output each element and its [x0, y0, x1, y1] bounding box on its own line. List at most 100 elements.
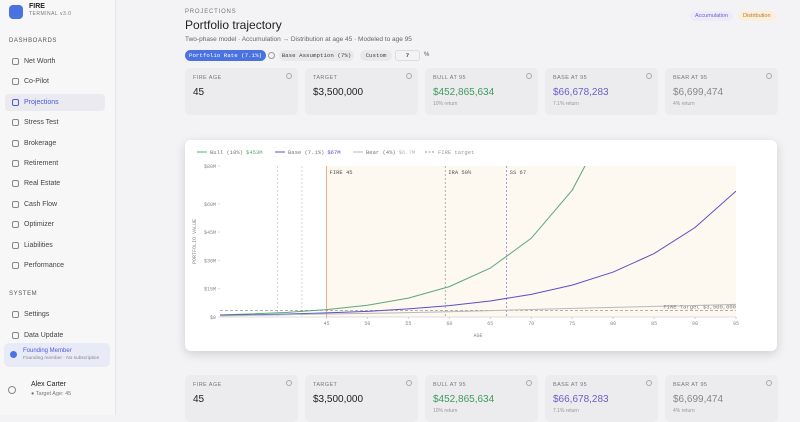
- section-title: SYSTEM: [9, 291, 38, 298]
- logo: [9, 5, 23, 19]
- button[interactable]: Custom: [360, 50, 392, 61]
- nav-item[interactable]: Co-Pilot: [5, 73, 105, 90]
- card-value: $452,865,634: [433, 87, 495, 98]
- x-tick-label: 90: [692, 321, 698, 327]
- info-icon: [766, 73, 772, 79]
- card-value: $3,500,000: [313, 87, 364, 98]
- card-label: BULL AT 95: [433, 382, 466, 388]
- marker-label: FIRE 45: [329, 169, 352, 176]
- marker-label: SS 67: [510, 169, 527, 176]
- info-icon: [526, 73, 532, 79]
- y-tick-label: $15M: [204, 287, 216, 293]
- x-tick-label: 85: [651, 321, 657, 327]
- info-icon: [646, 73, 652, 79]
- card-label: BASE AT 95: [553, 75, 588, 81]
- card-value: $6,699,474: [673, 87, 724, 98]
- user-icon: [8, 386, 16, 394]
- nav-item[interactable]: Retirement: [5, 155, 105, 172]
- x-tick-label: 55: [405, 321, 411, 327]
- y-tick-label: $80M: [204, 164, 216, 170]
- nav-icon: [12, 78, 19, 86]
- x-tick-label: 70: [528, 321, 534, 327]
- badge-icon: [10, 351, 17, 358]
- nav-item[interactable]: Real Estate: [5, 175, 105, 192]
- nav-item[interactable]: Settings: [5, 306, 105, 323]
- button[interactable]: Portfolio Rate (7.1%): [185, 50, 266, 61]
- nav-icon: [12, 58, 19, 65]
- info-icon: [286, 73, 292, 79]
- series-line: [220, 190, 736, 316]
- card-note: 10% return: [433, 101, 458, 107]
- card-label: TARGET: [313, 382, 338, 388]
- series-line: [220, 303, 736, 317]
- nav-icon: [12, 119, 19, 127]
- card-value: $6,699,474: [673, 394, 724, 405]
- card-label: TARGET: [313, 75, 338, 81]
- legend-name: Base (7.1%): [288, 149, 324, 156]
- user-name: Alex Carter: [31, 381, 67, 388]
- stat-card: TARGET $3,500,000: [305, 375, 418, 422]
- card-note: 4% return: [673, 101, 695, 107]
- sidebar: FIRE TERMINAL v3.0 DASHBOARDS Net Worth Co…: [0, 0, 116, 415]
- info-icon: [646, 380, 652, 386]
- nav-item[interactable]: Projections: [5, 93, 105, 111]
- info-icon: [406, 380, 412, 386]
- x-tick-label: 60: [446, 321, 452, 327]
- card-value: $66,678,283: [553, 87, 609, 98]
- badge: Accumulation: [690, 11, 734, 21]
- nav-item[interactable]: Data Update: [5, 327, 105, 344]
- membership-title: Founding Member: [23, 348, 72, 354]
- distribution-zone: [326, 166, 736, 317]
- card-value: 45: [193, 87, 205, 98]
- nav-item[interactable]: Liabilities: [5, 237, 105, 254]
- info-icon: [766, 380, 772, 386]
- stat-card: BEAR AT 95 $6,699,474 4% return: [665, 68, 778, 115]
- custom-input[interactable]: 7: [395, 50, 420, 61]
- card-label: BEAR AT 95: [673, 75, 708, 81]
- eyebrow: PROJECTIONS: [185, 9, 237, 15]
- legend-name: Bull (10%): [210, 149, 243, 156]
- nav-icon: [12, 221, 19, 229]
- brand: FIRE: [29, 3, 45, 10]
- nav-icon: [12, 180, 19, 188]
- stat-card: BASE AT 95 $66,678,283 7.1% return: [545, 68, 658, 115]
- card-label: BEAR AT 95: [673, 382, 708, 388]
- legend-name: FIRE target: [438, 149, 474, 156]
- card-value: $66,678,283: [553, 394, 609, 405]
- y-axis-label: PORTFOLIO VALUE: [192, 219, 198, 264]
- series-line: [220, 166, 586, 316]
- stat-card: BEAR AT 95 $6,699,474 4% return: [665, 375, 778, 422]
- nav-item[interactable]: Net Worth: [5, 53, 105, 70]
- stat-card: BASE AT 95 $66,678,283 7.1% return: [545, 375, 658, 422]
- card-label: BASE AT 95: [553, 382, 588, 388]
- membership: Founding Member Founding member · No sub…: [4, 343, 110, 367]
- card-note: 7.1% return: [553, 408, 579, 414]
- nav-item[interactable]: Optimizer: [5, 216, 105, 233]
- button[interactable]: Base Assumption (7%): [279, 50, 354, 61]
- card-value: $452,865,634: [433, 394, 495, 405]
- x-tick-label: 45: [323, 321, 329, 327]
- legend-name: Bear (4%): [366, 149, 396, 156]
- x-axis-label: AGE: [473, 333, 482, 339]
- nav-item[interactable]: Performance: [5, 257, 105, 274]
- info-icon: [286, 380, 292, 386]
- card-note: 4% return: [673, 408, 695, 414]
- user-detail-text: Target Age: 45: [35, 391, 72, 397]
- nav-item[interactable]: Brokerage: [5, 135, 105, 152]
- section-title: DASHBOARDS: [9, 38, 58, 44]
- legend-value: $67M: [327, 149, 340, 156]
- nav-icon: [12, 311, 19, 319]
- badge: Distribution: [738, 11, 776, 21]
- subtitle: Two-phase model · Accumulation → Distrib…: [185, 36, 412, 43]
- nav-item[interactable]: Cash Flow: [5, 196, 105, 213]
- membership-note: Founding member · No subscription: [23, 356, 100, 361]
- x-tick-label: 75: [569, 321, 575, 327]
- nav-icon: [12, 331, 19, 339]
- info-icon: [406, 73, 412, 79]
- nav-item[interactable]: Stress Test: [5, 114, 105, 131]
- x-tick-label: 50: [364, 321, 370, 327]
- card-label: FIRE AGE: [193, 75, 222, 81]
- legend-value: $6.7M: [399, 149, 416, 156]
